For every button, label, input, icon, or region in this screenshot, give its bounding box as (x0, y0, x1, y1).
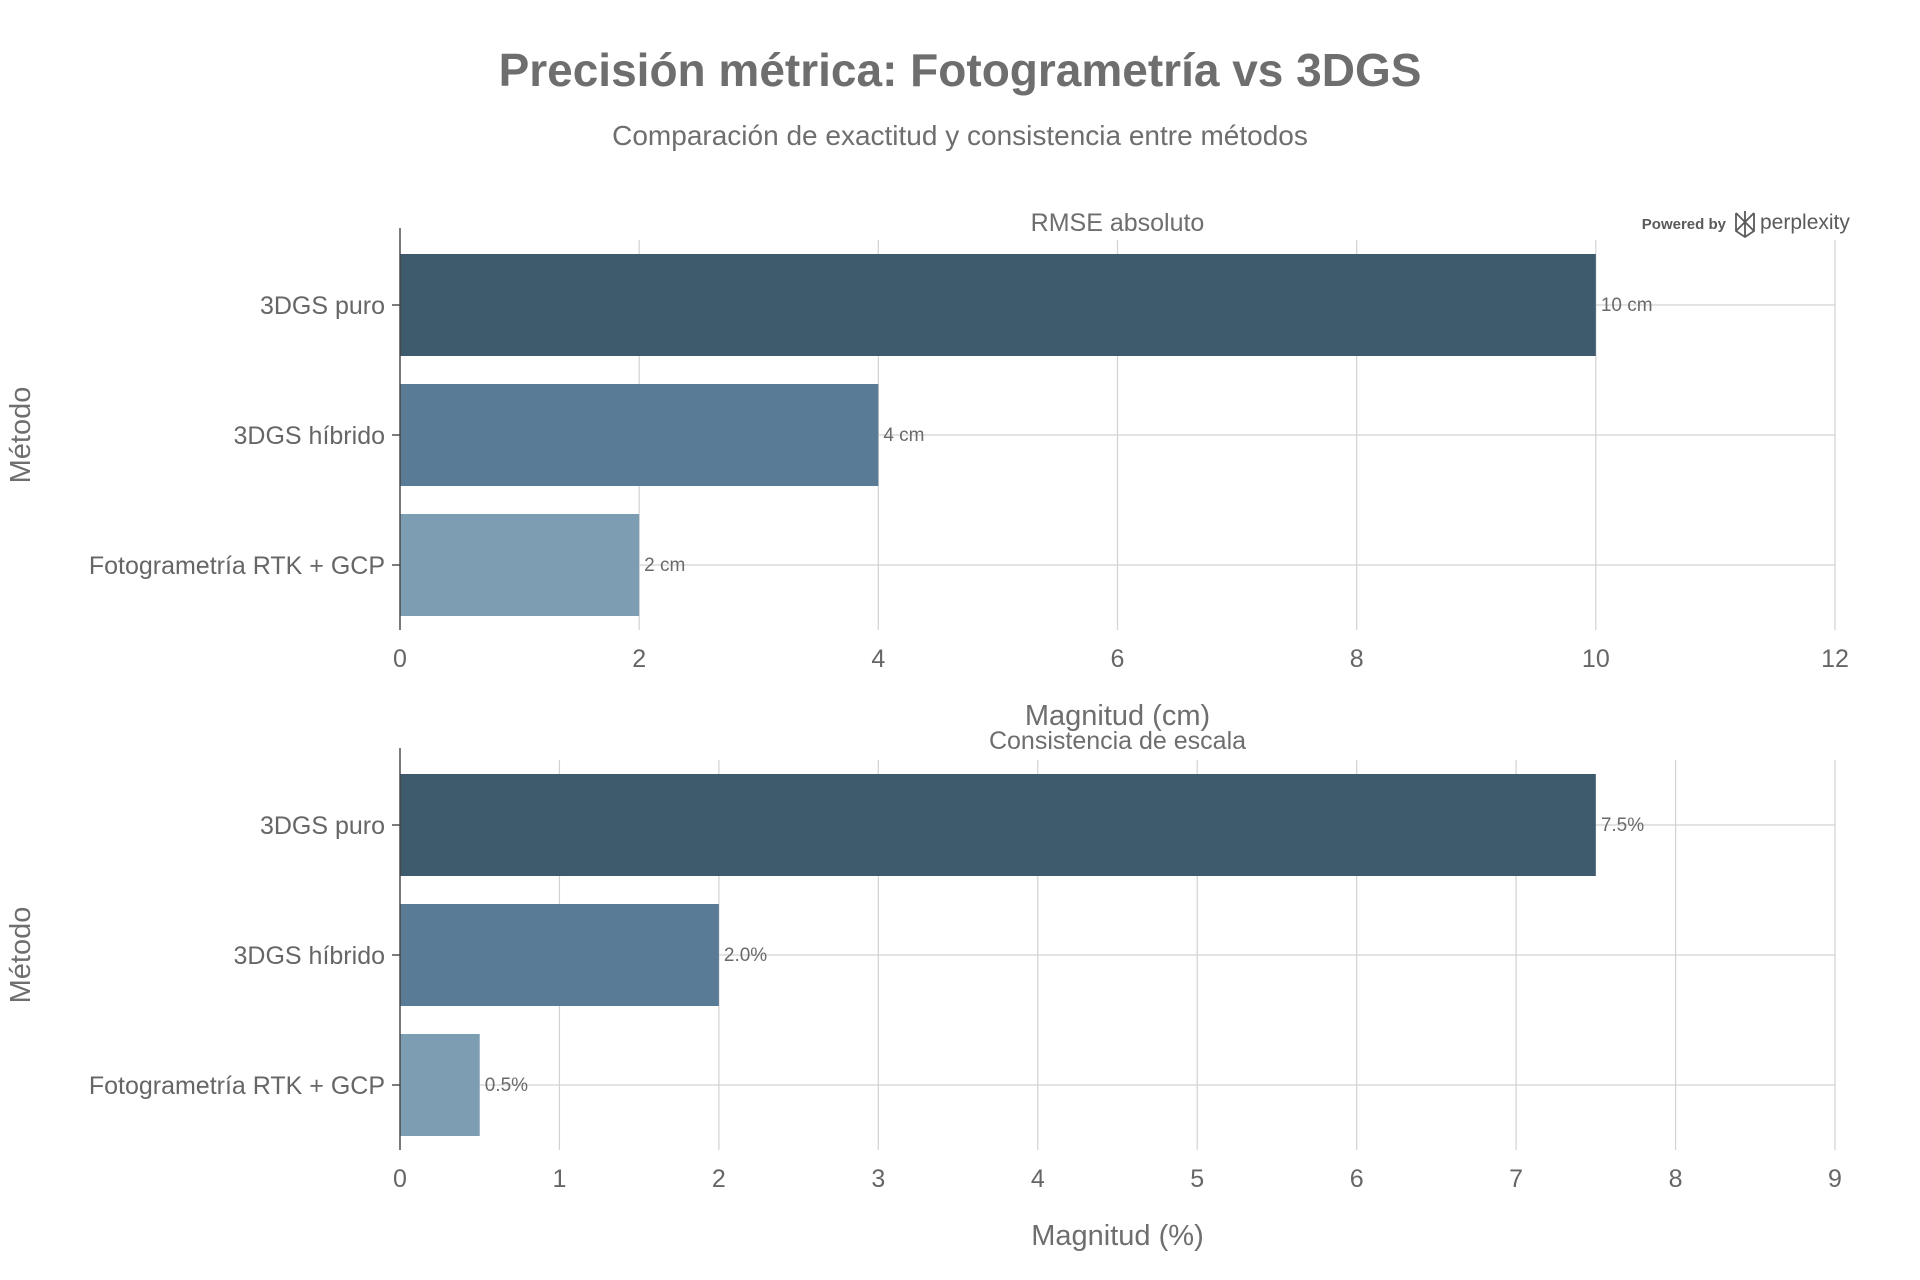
category-label: Fotogrametría RTK + GCP (89, 1072, 385, 1100)
category-label: Fotogrametría RTK + GCP (89, 552, 385, 580)
data-label: 2 cm (644, 555, 685, 576)
x-tick-label: 7 (1509, 1165, 1523, 1193)
category-label: 3DGS puro (260, 292, 385, 320)
x-tick-label: 8 (1350, 645, 1364, 673)
y-axis-title: Método (5, 907, 37, 1004)
bar-1 (400, 774, 1596, 876)
x-tick-label: 0 (393, 1165, 407, 1193)
data-label: 0.5% (485, 1075, 528, 1096)
powered-by-badge[interactable]: Powered by perplexity (1642, 211, 1851, 238)
data-label: 7.5% (1601, 815, 1644, 836)
x-tick-label: 1 (552, 1165, 566, 1193)
x-axis-title: Magnitud (cm) (1025, 700, 1210, 732)
perplexity-wordmark: perplexity (1760, 211, 1850, 234)
x-tick-label: 0 (393, 645, 407, 673)
category-label: 3DGS híbrido (234, 422, 385, 450)
data-label: 4 cm (883, 425, 924, 446)
chart-title: Precisión métrica: Fotogrametría vs 3DGS (499, 44, 1422, 96)
bar-2 (400, 384, 879, 486)
rmse-panel: 10 cm 4 cm 2 cm 3DGS puro 3DGS híbrido Fotogr… (5, 209, 1849, 732)
bar-2 (400, 904, 719, 1006)
x-tick-label: 5 (1190, 1165, 1204, 1193)
category-label: 3DGS híbrido (234, 942, 385, 970)
data-label: 2.0% (724, 945, 767, 966)
x-tick-label: 12 (1821, 645, 1849, 673)
x-tick-label: 3 (871, 1165, 885, 1193)
x-tick-label: 6 (1111, 645, 1125, 673)
x-tick-label: 8 (1669, 1165, 1683, 1193)
powered-by-label: Powered by (1642, 216, 1727, 233)
chart-subtitle: Comparación de exactitud y consistencia … (612, 120, 1308, 151)
panel-title: RMSE absoluto (1031, 209, 1205, 237)
x-tick-label: 9 (1828, 1165, 1842, 1193)
scale-consistency-panel: 7.5% 2.0% 0.5% 3DGS puro 3DGS híbrido Fotogra… (5, 727, 1842, 1252)
category-label: 3DGS puro (260, 812, 385, 840)
x-tick-label: 4 (871, 645, 885, 673)
bar-3 (400, 514, 640, 616)
x-tick-label: 2 (712, 1165, 726, 1193)
data-label: 10 cm (1601, 295, 1653, 316)
perplexity-logo-icon (1735, 211, 1755, 238)
x-tick-label: 10 (1582, 645, 1610, 673)
x-tick-label: 4 (1031, 1165, 1045, 1193)
x-tick-label: 6 (1350, 1165, 1364, 1193)
panel-title: Consistencia de escala (989, 727, 1246, 755)
y-axis-title: Método (5, 387, 37, 484)
bar-1 (400, 254, 1596, 356)
x-tick-label: 2 (632, 645, 646, 673)
x-axis-title: Magnitud (%) (1031, 1220, 1203, 1252)
bar-3 (400, 1034, 480, 1136)
